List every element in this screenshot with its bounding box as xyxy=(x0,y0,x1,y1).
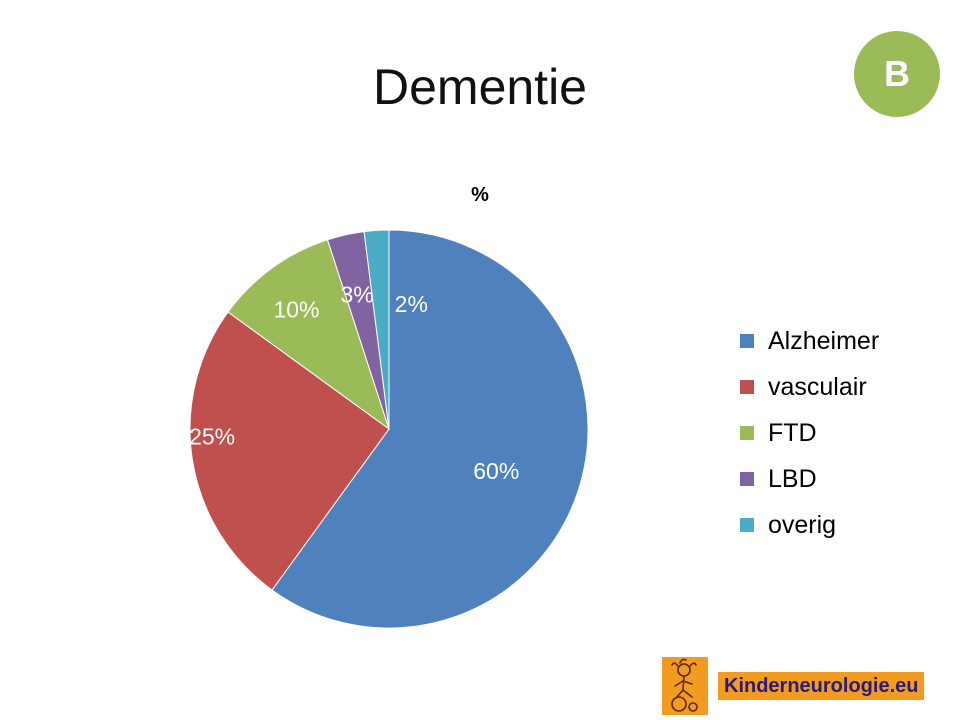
section-badge: B xyxy=(854,31,940,117)
data-label-vasculair: 25% xyxy=(189,423,235,449)
data-label-ftd: 10% xyxy=(273,296,319,322)
pie-slice-alzheimer xyxy=(271,229,589,629)
legend-item-alzheimer: Alzheimer xyxy=(740,318,879,364)
data-label-lbd: 3% xyxy=(340,282,373,308)
slide-title: Dementie xyxy=(373,59,587,115)
legend-swatch xyxy=(740,380,754,394)
logo-figure-icon xyxy=(662,657,708,715)
legend-item-ftd: FTD xyxy=(740,410,879,456)
legend-swatch xyxy=(740,334,754,348)
legend-label: FTD xyxy=(768,418,817,447)
pie-slice-ftd xyxy=(227,239,390,431)
legend-item-vasculair: vasculair xyxy=(740,364,879,410)
data-label-overig: 2% xyxy=(395,291,428,317)
logo-text: Kinderneurologie.eu xyxy=(718,672,925,700)
legend-item-lbd: LBD xyxy=(740,456,879,502)
legend-item-overig: overig xyxy=(740,502,879,548)
legend-label: vasculair xyxy=(768,372,867,401)
legend-swatch xyxy=(740,472,754,486)
legend-swatch xyxy=(740,518,754,532)
site-logo[interactable]: Kinderneurologie.eu xyxy=(662,657,925,715)
legend-label: Alzheimer xyxy=(768,326,880,355)
legend-label: overig xyxy=(768,510,837,539)
pie-slice-overig xyxy=(363,229,390,430)
legend-swatch xyxy=(740,426,754,440)
data-label-alzheimer: 60% xyxy=(473,458,519,484)
pie-slice-vasculair xyxy=(189,311,390,591)
legend-label: LBD xyxy=(768,464,817,493)
chart-legend: Alzheimer vasculair FTD LBD overig xyxy=(740,318,879,548)
chart-title: % xyxy=(471,184,489,206)
